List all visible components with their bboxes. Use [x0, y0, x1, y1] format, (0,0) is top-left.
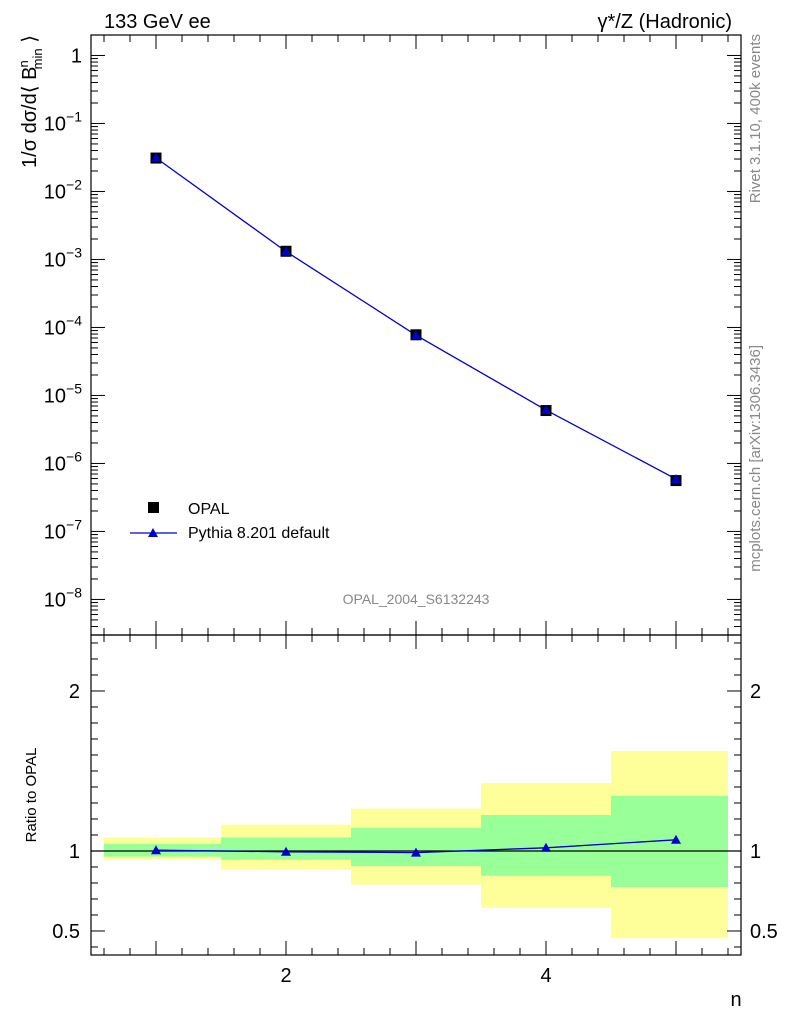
- ratio-point: [151, 845, 161, 855]
- ratio-point: [281, 846, 291, 856]
- main-axes: 1 10−1 10−2 10−3 10−4 10−5 10−6 10−7 10−8: [44, 34, 741, 636]
- ratio-point: [411, 847, 421, 857]
- y-tick-label: 1: [71, 45, 82, 67]
- analysis-watermark: OPAL_2004_S6132243: [343, 591, 490, 607]
- x-tick-label: 2: [280, 965, 291, 987]
- main-y-label: 1/σ dσ/d⟨ Bnmin ⟩: [16, 35, 45, 168]
- y-tick-label: 10−4: [44, 312, 82, 339]
- band-inner: [351, 827, 481, 867]
- ratio-y-tick-label-left: 2: [69, 681, 80, 703]
- main-series: [150, 152, 682, 487]
- legend-marker-opal: [148, 502, 159, 513]
- mcplots-label: mcplots.cern.ch [arXiv:1306.3436]: [747, 345, 764, 572]
- ratio-point: [541, 842, 551, 852]
- ratio-y-tick-label-right: 1: [750, 841, 761, 863]
- y-tick-label: 10−8: [44, 584, 82, 611]
- energy-label: 133 GeV ee: [104, 11, 211, 33]
- y-tick-label: 10−1: [44, 108, 82, 135]
- rivet-label: Rivet 3.1.10, 400k events: [747, 34, 764, 203]
- legend-label-opal: OPAL: [188, 501, 230, 518]
- ratio-y-tick-label-left: 1: [69, 841, 80, 863]
- pythia-point: [151, 152, 161, 162]
- process-label: γ*/Z (Hadronic): [598, 11, 732, 33]
- ratio-y-tick-label-right: 0.5: [750, 921, 778, 943]
- y-tick-label: 10−7: [44, 516, 82, 543]
- ratio-bands: [104, 751, 728, 939]
- y-tick-label: 10−2: [44, 176, 82, 203]
- pythia-point: [281, 246, 291, 256]
- ratio-y-label: Ratio to OPAL: [23, 748, 40, 843]
- pythia-line: [155, 157, 677, 480]
- band-inner: [611, 795, 728, 887]
- y-tick-label: 10−3: [44, 244, 82, 271]
- y-tick-label: 10−6: [44, 448, 82, 475]
- pythia-point: [671, 474, 681, 484]
- ratio-series: [151, 834, 681, 857]
- x-tick-label: 4: [540, 965, 551, 987]
- pythia-point: [541, 405, 551, 415]
- pythia-point: [411, 330, 421, 340]
- legend-label-pythia: Pythia 8.201 default: [188, 525, 330, 542]
- y-tick-label: 10−5: [44, 380, 82, 407]
- ratio-point: [671, 834, 681, 844]
- ratio-y-tick-label-right: 2: [750, 681, 761, 703]
- ratio-y-tick-label-left: 0.5: [52, 921, 80, 943]
- legend: OPAL Pythia 8.201 default: [130, 501, 330, 542]
- x-label: n: [730, 989, 741, 1011]
- legend-marker-pythia: [148, 528, 158, 537]
